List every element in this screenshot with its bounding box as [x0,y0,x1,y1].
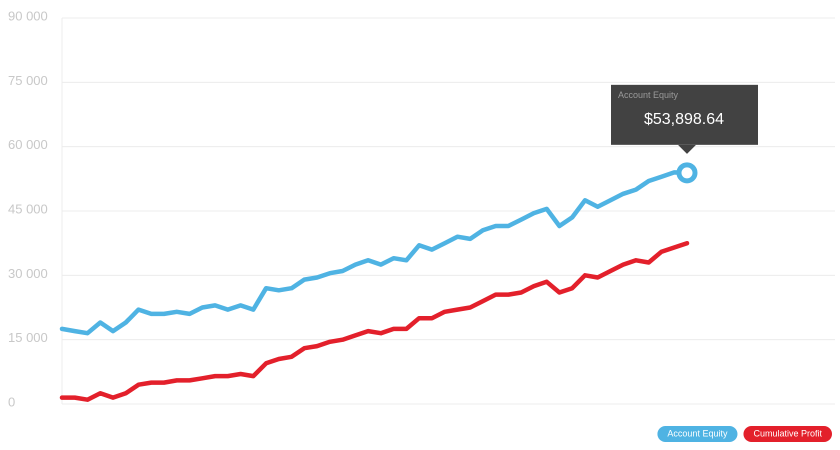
tooltip-arrow [678,144,696,154]
y-tick-label: 30 000 [8,266,48,281]
legend-label: Account Equity [667,428,728,438]
highlight-point [676,162,698,184]
y-tick-label: 45 000 [8,201,48,216]
y-tick-label: 60 000 [8,137,48,152]
legend-pill [657,426,738,442]
y-tick-label: 75 000 [8,73,48,88]
legend-item: Account Equity [657,426,738,442]
tooltip-box [611,84,758,145]
legend-pill [743,426,832,442]
tooltip-title: Account Equity [618,90,679,100]
line [59,170,690,336]
legend-item: Cumulative Profit [743,426,832,442]
tooltip-value: $53,898.64 [644,111,724,128]
legend-label: Cumulative Profit [753,428,822,438]
y-tick-label: 90 000 [8,8,48,23]
tooltip: Account Equity $53,898.64 [611,84,758,154]
y-tick-label: 0 [8,394,15,409]
line [59,240,690,402]
y-tick-label: 15 000 [8,330,48,345]
